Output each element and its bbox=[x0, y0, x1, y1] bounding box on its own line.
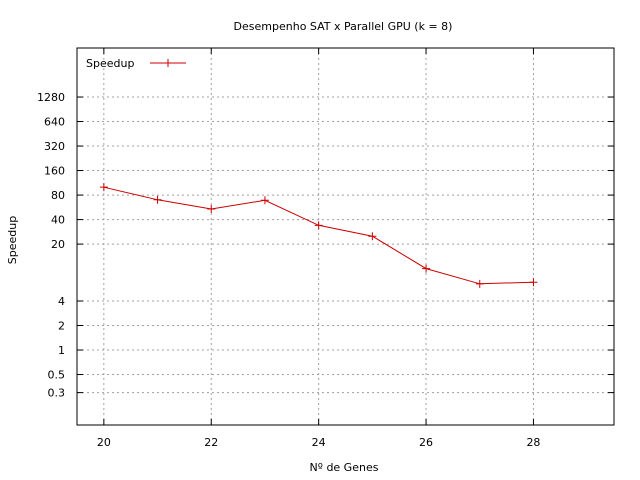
x-tick-label: 26 bbox=[419, 436, 433, 449]
data-point-marker bbox=[529, 278, 538, 287]
y-tick-label: 0.5 bbox=[48, 369, 66, 382]
data-point-marker bbox=[475, 279, 484, 288]
plot-area-frame bbox=[76, 47, 615, 426]
y-axis-label: Speedup bbox=[6, 216, 19, 264]
y-tick-label: 640 bbox=[44, 116, 65, 129]
data-point-marker bbox=[153, 195, 162, 204]
data-point-marker bbox=[260, 196, 269, 205]
chart-title: Desempenho SAT x Parallel GPU (k = 8) bbox=[234, 20, 453, 33]
data-point-marker bbox=[314, 221, 323, 230]
legend-marker-speedup bbox=[164, 59, 172, 67]
y-tick-label: 1280 bbox=[37, 91, 65, 104]
x-tick-label: 24 bbox=[312, 436, 326, 449]
series-layer bbox=[99, 183, 538, 288]
data-point-marker bbox=[99, 183, 108, 192]
y-tick-label: 160 bbox=[44, 165, 65, 178]
y-tick-label: 320 bbox=[44, 140, 65, 153]
y-tick-label: 40 bbox=[51, 214, 65, 227]
y-tick-label: 80 bbox=[51, 189, 65, 202]
legend: Speedup bbox=[86, 57, 186, 70]
y-tick-label: 20 bbox=[51, 238, 65, 251]
legend-label-speedup: Speedup bbox=[86, 57, 134, 70]
x-tick-label: 20 bbox=[97, 436, 111, 449]
x-tick-label: 22 bbox=[204, 436, 218, 449]
x-axis-label: Nº de Genes bbox=[310, 461, 379, 474]
x-tick-label: 28 bbox=[526, 436, 540, 449]
y-tick-label: 1 bbox=[58, 344, 65, 357]
data-point-marker bbox=[207, 204, 216, 213]
y-tick-label: 4 bbox=[58, 295, 65, 308]
data-point-marker bbox=[368, 232, 377, 241]
y-tick-label: 0.3 bbox=[48, 387, 66, 400]
data-point-marker bbox=[422, 264, 431, 273]
y-tick-label: 2 bbox=[58, 320, 65, 333]
